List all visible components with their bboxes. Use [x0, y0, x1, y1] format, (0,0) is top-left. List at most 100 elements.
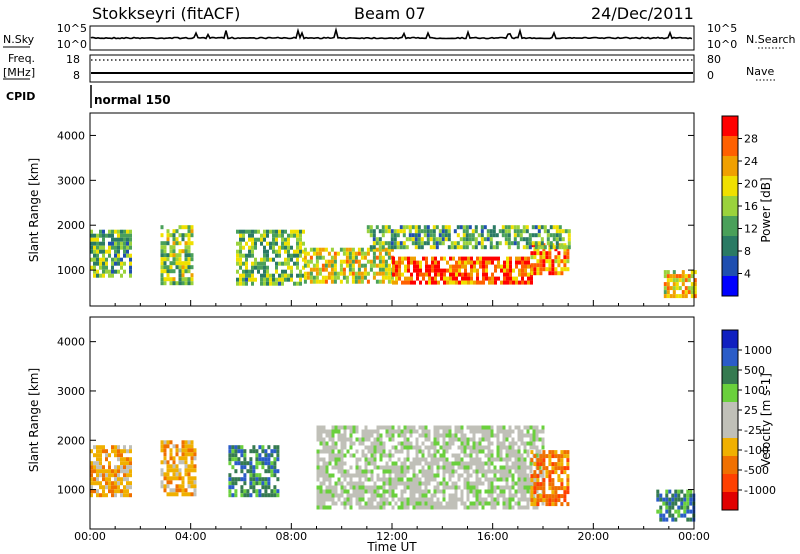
- heatmap-cell: [487, 453, 491, 458]
- heatmap-cell: [387, 263, 391, 268]
- heatmap-cell: [328, 493, 332, 498]
- heatmap-cell: [406, 429, 410, 434]
- heatmap-cell: [546, 233, 550, 238]
- heatmap-cell: [325, 477, 329, 482]
- heatmap-cell: [255, 489, 259, 494]
- heatmap-cell: [430, 445, 434, 450]
- heatmap-cell: [349, 429, 353, 434]
- heatmap-cell: [169, 488, 173, 493]
- heatmap-cell: [430, 457, 434, 462]
- heatmap-cell: [398, 256, 401, 261]
- heatmap-cell: [231, 457, 235, 462]
- heatmap-cell: [352, 489, 356, 494]
- heatmap-cell: [548, 498, 552, 503]
- heatmap-cell: [551, 482, 555, 487]
- heatmap-cell: [273, 449, 277, 454]
- heatmap-cell: [436, 461, 440, 466]
- heatmap-cell: [491, 276, 494, 281]
- heatmap-cell: [325, 445, 329, 450]
- heatmap-cell: [90, 473, 93, 478]
- heatmap-cell: [102, 449, 105, 454]
- heatmap-cell: [237, 449, 241, 454]
- heatmap-cell: [409, 433, 413, 438]
- heatmap-cell: [163, 456, 167, 461]
- heatmap-cell: [190, 440, 194, 445]
- heatmap-cell: [117, 453, 120, 458]
- heatmap-cell: [397, 429, 401, 434]
- heatmap-cell: [316, 501, 320, 506]
- heatmap-cell: [330, 279, 334, 284]
- heatmap-cell: [681, 290, 685, 295]
- heatmap-cell: [421, 441, 425, 446]
- heatmap-cell: [381, 271, 385, 276]
- heatmap-cell: [358, 469, 362, 474]
- heatmap-cell: [319, 481, 323, 486]
- heatmap-cell: [267, 469, 271, 474]
- heatmap-cell: [420, 237, 424, 242]
- heatmap-cell: [254, 257, 257, 262]
- heatmap-cell: [475, 489, 479, 494]
- heatmap-cell: [240, 445, 244, 450]
- heatmap-cell: [548, 470, 552, 475]
- heatmap-cell: [683, 497, 687, 502]
- heatmap-cell: [403, 497, 407, 502]
- heatmap-cell: [316, 465, 320, 470]
- heatmap-cell: [566, 482, 570, 487]
- heatmap-cell: [111, 481, 114, 486]
- heatmap-cell: [123, 233, 126, 238]
- heatmap-cell: [560, 458, 564, 463]
- heatmap-cell: [417, 245, 421, 250]
- heatmap-cell: [425, 280, 428, 285]
- heatmap-cell: [276, 477, 280, 482]
- heatmap-cell: [355, 469, 359, 474]
- heatmap-cell: [339, 279, 343, 284]
- heatmap-cell: [357, 271, 361, 276]
- heatmap-cell: [511, 429, 515, 434]
- heatmap-cell: [528, 245, 532, 250]
- heatmap-cell: [557, 466, 561, 471]
- heatmap-cell: [333, 263, 337, 268]
- heatmap-cell: [563, 251, 567, 256]
- heatmap-cell: [190, 273, 194, 278]
- heatmap-cell: [90, 245, 93, 250]
- heatmap-cell: [538, 449, 542, 454]
- heatmap-cell: [451, 433, 455, 438]
- heatmap-cell: [163, 448, 167, 453]
- heatmap-cell: [690, 282, 694, 287]
- heatmap-cell: [163, 245, 167, 250]
- heatmap-cell: [484, 473, 488, 478]
- heatmap-cell: [412, 497, 416, 502]
- heatmap-cell: [257, 237, 260, 242]
- heatmap-cell: [175, 472, 179, 477]
- heatmap-cell: [501, 225, 505, 230]
- heatmap-cell: [464, 276, 467, 281]
- heatmap-cell: [333, 271, 337, 276]
- heatmap-cell: [319, 505, 323, 510]
- heatmap-cell: [236, 229, 239, 234]
- heatmap-cell: [258, 477, 262, 482]
- heatmap-cell: [491, 280, 494, 285]
- heatmap-cell: [172, 269, 176, 274]
- heatmap-cell: [123, 249, 126, 254]
- heatmap-cell: [105, 457, 108, 462]
- heatmap-cell: [287, 273, 290, 278]
- heatmap-cell: [93, 269, 96, 274]
- heatmap-cell: [424, 489, 428, 494]
- heatmap-cell: [117, 449, 120, 454]
- heatmap-cell: [442, 489, 446, 494]
- heatmap-cell: [184, 253, 188, 258]
- heatmap-cell: [284, 249, 287, 254]
- heatmap-cell: [427, 481, 431, 486]
- heatmap-cell: [489, 245, 493, 250]
- heatmap-cell: [166, 492, 170, 497]
- heatmap-cell: [494, 268, 497, 273]
- heatmap-cell: [172, 456, 176, 461]
- heatmap-cell: [680, 489, 684, 494]
- heatmap-cell: [267, 477, 271, 482]
- heatmap-cell: [409, 485, 413, 490]
- heatmap-cell: [397, 441, 401, 446]
- heatmap-cell: [325, 449, 329, 454]
- heatmap-cell: [93, 465, 96, 470]
- heatmap-cell: [263, 233, 266, 238]
- heatmap-cell: [535, 429, 539, 434]
